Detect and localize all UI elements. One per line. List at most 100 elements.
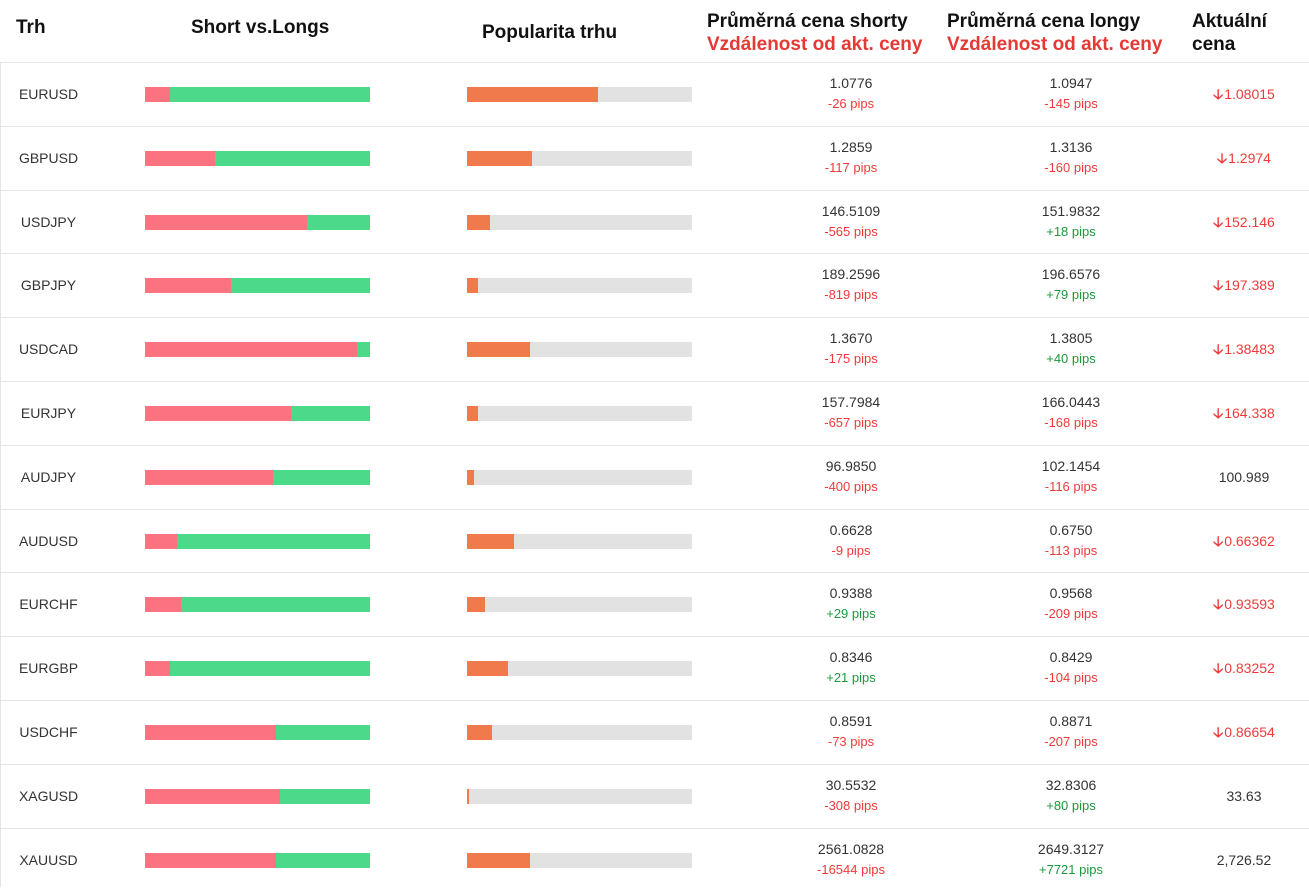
avg-short-price: 0.6628: [829, 522, 873, 538]
popularity-bar: [467, 215, 692, 230]
current-price: 100.989: [1218, 469, 1270, 485]
table-row[interactable]: XAUUSD 2561.0828 -16544 pips 2649.3127 +7721…: [0, 828, 1309, 891]
avg-short-cell: 1.2859 -117 pips: [751, 137, 951, 179]
current-price-cell: 🡣0.83252: [1180, 637, 1308, 700]
short-long-ratio-bar: [145, 278, 370, 293]
avg-short-distance: -9 pips: [831, 543, 871, 558]
table-row[interactable]: XAGUSD 30.5532 -308 pips 32.8306 +80 pips 33.…: [0, 764, 1309, 828]
market-symbol[interactable]: GBPUSD: [18, 150, 79, 166]
short-long-ratio-bar: [145, 151, 370, 166]
short-long-ratio-bar: [145, 534, 370, 549]
market-symbol[interactable]: EURGBP: [18, 660, 79, 676]
current-price-cell: 🡣1.08015: [1180, 63, 1308, 126]
current-price: 164.338: [1224, 405, 1275, 421]
popularity-fill: [467, 406, 479, 421]
avg-short-distance: +21 pips: [826, 670, 876, 685]
popularity-bar: [467, 789, 692, 804]
table-row[interactable]: EURCHF 0.9388 +29 pips 0.9568 -209 pips 🡣0.93…: [0, 572, 1309, 636]
table-row[interactable]: GBPJPY 189.2596 -819 pips 196.6576 +79 pips 🡣…: [0, 253, 1309, 317]
avg-short-price: 0.8346: [829, 649, 873, 665]
market-symbol[interactable]: AUDJPY: [20, 469, 77, 485]
avg-short-distance: -565 pips: [824, 224, 878, 239]
avg-long-price: 1.3136: [1049, 139, 1093, 155]
avg-long-price: 166.0443: [1041, 394, 1101, 410]
market-symbol[interactable]: EURJPY: [20, 405, 77, 421]
avg-long-distance: -160 pips: [1044, 160, 1098, 175]
market-symbol[interactable]: USDCAD: [18, 341, 79, 357]
avg-short-price: 157.7984: [821, 394, 881, 410]
avg-long-distance: -116 pips: [1044, 479, 1098, 494]
market-symbol[interactable]: XAUUSD: [19, 852, 78, 868]
avg-short-cell: 0.8591 -73 pips: [751, 711, 951, 753]
current-price: 152.146: [1224, 214, 1275, 230]
avg-long-cell: 151.9832 +18 pips: [971, 201, 1171, 243]
avg-long-distance: +7721 pips: [1039, 862, 1103, 877]
avg-long-price: 1.0947: [1049, 75, 1093, 91]
short-long-ratio-bar: [145, 789, 370, 804]
header-avg-short-label: Průměrná cena shorty: [707, 11, 908, 32]
popularity-fill: [467, 470, 474, 485]
avg-long-cell: 1.3805 +40 pips: [971, 328, 1171, 370]
table-row[interactable]: USDCHF 0.8591 -73 pips 0.8871 -207 pips 🡣0.86…: [0, 700, 1309, 764]
market-symbol[interactable]: EURCHF: [19, 596, 78, 612]
current-price-cell: 🡣1.2974: [1180, 127, 1308, 190]
arrow-down-icon: 🡣: [1213, 660, 1224, 676]
avg-short-price: 146.5109: [821, 203, 881, 219]
table-row[interactable]: GBPUSD 1.2859 -117 pips 1.3136 -160 pips 🡣1.2…: [0, 126, 1309, 190]
table-row[interactable]: EURJPY 157.7984 -657 pips 166.0443 -168 pips…: [0, 381, 1309, 445]
arrow-down-icon: 🡣: [1213, 341, 1224, 357]
short-share-fill: [145, 725, 276, 740]
table-row[interactable]: AUDUSD 0.6628 -9 pips 0.6750 -113 pips 🡣0.663…: [0, 509, 1309, 573]
arrow-down-icon: 🡣: [1213, 214, 1224, 230]
table-row[interactable]: EURUSD 1.0776 -26 pips 1.0947 -145 pips 🡣1.08…: [0, 62, 1309, 126]
short-share-fill: [145, 534, 177, 549]
table-row[interactable]: EURGBP 0.8346 +21 pips 0.8429 -104 pips 🡣0.83…: [0, 636, 1309, 700]
short-long-ratio-bar: [145, 470, 370, 485]
avg-short-price: 2561.0828: [817, 841, 885, 857]
avg-long-distance: +79 pips: [1046, 287, 1096, 302]
popularity-bar: [467, 661, 692, 676]
avg-long-price: 2649.3127: [1037, 841, 1105, 857]
avg-long-distance: +80 pips: [1046, 798, 1096, 813]
table-left-border: [0, 62, 1, 887]
avg-long-cell: 1.3136 -160 pips: [971, 137, 1171, 179]
market-symbol[interactable]: EURUSD: [18, 86, 79, 102]
short-long-ratio-bar: [145, 661, 370, 676]
table-row[interactable]: AUDJPY 96.9850 -400 pips 102.1454 -116 pips 1…: [0, 445, 1309, 509]
popularity-bar: [467, 151, 692, 166]
popularity-fill: [467, 661, 508, 676]
avg-long-price: 102.1454: [1041, 458, 1101, 474]
current-price-cell: 🡣152.146: [1180, 191, 1308, 254]
table-row[interactable]: USDCAD 1.3670 -175 pips 1.3805 +40 pips 🡣1.38…: [0, 317, 1309, 381]
avg-long-cell: 1.0947 -145 pips: [971, 73, 1171, 115]
avg-short-cell: 2561.0828 -16544 pips: [751, 839, 951, 881]
avg-long-cell: 166.0443 -168 pips: [971, 392, 1171, 434]
arrow-down-icon: 🡣: [1213, 596, 1224, 612]
market-symbol[interactable]: GBPJPY: [20, 277, 77, 293]
current-price: 2,726.52: [1216, 852, 1272, 868]
market-symbol[interactable]: AUDUSD: [18, 533, 79, 549]
popularity-fill: [467, 278, 479, 293]
popularity-bar: [467, 853, 692, 868]
current-price: 0.83252: [1224, 660, 1275, 676]
popularity-fill: [467, 342, 530, 357]
avg-long-price: 0.8429: [1049, 649, 1093, 665]
popularity-fill: [467, 151, 533, 166]
popularity-fill: [467, 725, 492, 740]
current-price-cell: 🡣164.338: [1180, 382, 1308, 445]
short-long-ratio-bar: [145, 406, 370, 421]
short-share-fill: [145, 470, 274, 485]
avg-short-distance: -657 pips: [824, 415, 878, 430]
market-symbol[interactable]: XAGUSD: [18, 788, 79, 804]
market-symbol[interactable]: USDCHF: [19, 724, 78, 740]
avg-long-distance: -168 pips: [1044, 415, 1098, 430]
avg-long-cell: 0.6750 -113 pips: [971, 520, 1171, 562]
market-symbol[interactable]: USDJPY: [20, 214, 77, 230]
header-short-vs-longs: Short vs.Longs: [191, 17, 330, 38]
avg-short-cell: 146.5109 -565 pips: [751, 201, 951, 243]
short-long-ratio-bar: [145, 87, 370, 102]
current-price-cell: 🡣0.86654: [1180, 701, 1308, 764]
table-row[interactable]: USDJPY 146.5109 -565 pips 151.9832 +18 pips 🡣…: [0, 190, 1309, 254]
current-price: 0.93593: [1224, 596, 1275, 612]
avg-short-distance: -400 pips: [824, 479, 878, 494]
